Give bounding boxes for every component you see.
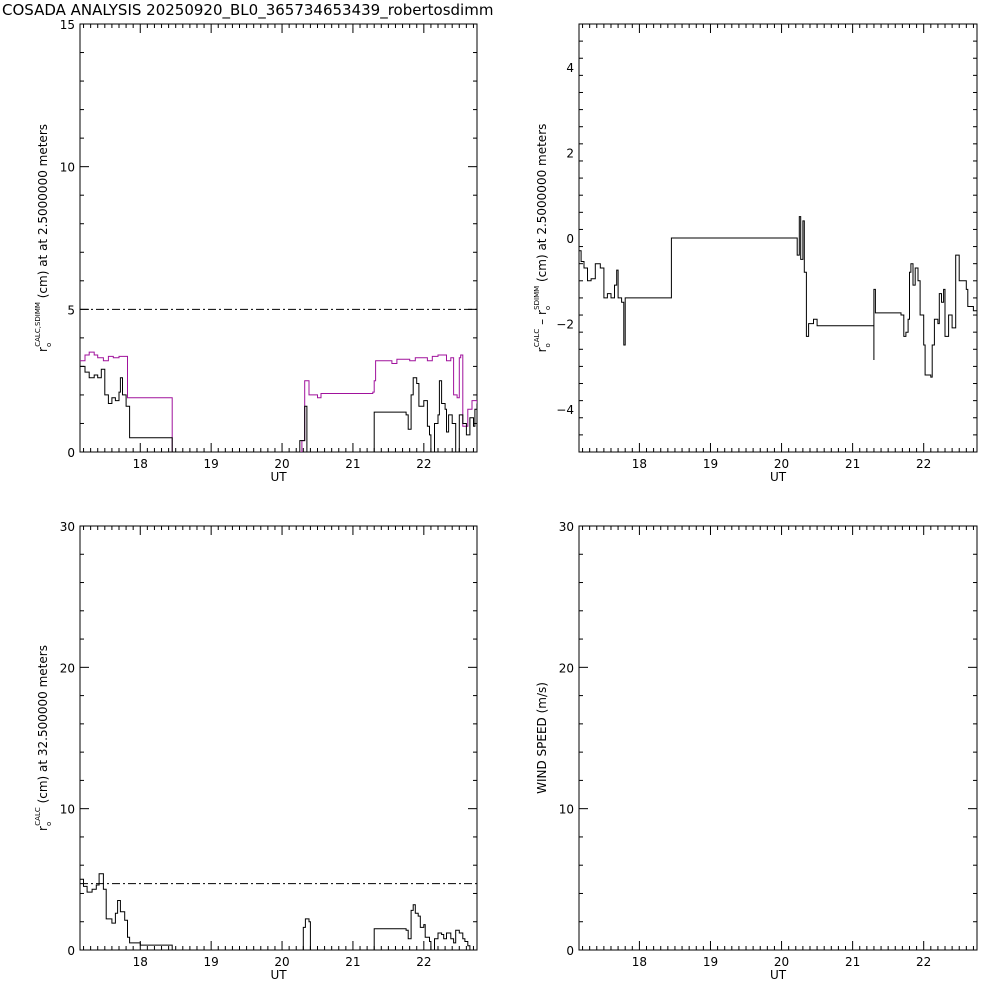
x-minor-ticks — [582, 526, 974, 950]
y-tick-label: 4 — [566, 61, 574, 75]
x-tick-label: 18 — [133, 955, 148, 969]
y-axis-label-part: (cm) at at 2.5000000 meters — [36, 124, 50, 302]
y-tick-label: 0 — [566, 232, 574, 246]
y-tick-label: 30 — [60, 520, 75, 534]
y-axis-label-part: WIND SPEED (m/s) — [535, 682, 549, 794]
y-axis-label-part: o — [544, 343, 552, 347]
y-axis-label-part: SDIMM — [533, 286, 541, 310]
series-line-1 — [80, 351, 477, 452]
y-minor-ticks — [80, 525, 477, 951]
page-title: COSADA ANALYSIS 20250920_BL0_36573465343… — [2, 1, 494, 19]
y-tick-label: 10 — [60, 161, 75, 175]
x-tick-label: 18 — [632, 955, 647, 969]
y-tick-label: 30 — [559, 520, 574, 534]
x-tick-label: 20 — [774, 955, 789, 969]
chart-bottom-left: 18 19 20 21 22 0 10 20 30 UT roCALC (cm) at 32.500… — [34, 520, 478, 982]
y-axis-label-part: o — [544, 306, 552, 310]
y-axis-label-part: r — [535, 347, 549, 352]
y-minor-ticks — [579, 525, 977, 951]
y-tick-label: 15 — [60, 18, 75, 32]
series-line-1 — [579, 216, 977, 378]
x-tick-label: 20 — [274, 955, 289, 969]
y-tick-label: 20 — [559, 661, 574, 675]
y-tick-label: 0 — [566, 944, 574, 958]
y-axis-label-part: o — [45, 343, 53, 347]
y-axis-label-part: (cm) at 2.5000000 meters — [535, 124, 549, 286]
y-axis-label-part: r — [36, 347, 50, 352]
y-tick-label: 2 — [566, 146, 574, 160]
y-axis-label-part: CALC — [533, 329, 541, 348]
y-tick-label: 20 — [60, 661, 75, 675]
y-axis-label: roCALC (cm) at 32.500000 meters — [34, 645, 53, 831]
x-tick-label: 21 — [845, 955, 860, 969]
x-tick-label: 19 — [703, 457, 718, 471]
y-tick-label: 0 — [67, 944, 75, 958]
x-tick-label: 22 — [916, 955, 931, 969]
x-axis-label: UT — [270, 470, 287, 484]
y-tick-label: 5 — [67, 303, 75, 317]
x-tick-label: 19 — [703, 955, 718, 969]
y-minor-ticks — [80, 23, 477, 453]
plot-frame — [79, 23, 478, 453]
x-minor-ticks — [83, 24, 474, 452]
y-tick-label: 10 — [60, 803, 75, 817]
y-axis-label-part: CALC — [34, 807, 42, 826]
plot-frame — [578, 23, 978, 453]
x-tick-label: 22 — [416, 457, 431, 471]
y-tick-label: −4 — [556, 403, 574, 417]
plot-frame — [79, 525, 478, 951]
y-minor-ticks — [579, 23, 977, 453]
x-tick-label: 22 — [416, 955, 431, 969]
plot-frame — [578, 525, 978, 951]
y-axis-label-part: CALC,SDIMM — [34, 302, 42, 347]
x-tick-label: 21 — [345, 955, 360, 969]
x-tick-label: 19 — [204, 955, 219, 969]
x-axis-label: UT — [270, 968, 287, 982]
x-tick-label: 21 — [845, 457, 860, 471]
series-line-2 — [80, 365, 477, 452]
x-tick-label: 19 — [204, 457, 219, 471]
x-tick-label: 18 — [632, 457, 647, 471]
y-axis-label-part: r — [36, 826, 50, 831]
x-axis-label: UT — [770, 470, 787, 484]
y-axis-label-part: (cm) at 32.500000 meters — [36, 645, 50, 807]
y-axis-label-part: o — [45, 822, 53, 826]
series-line-1 — [80, 873, 477, 950]
y-axis-label: roCALC,SDIMM (cm) at at 2.5000000 meters — [34, 124, 53, 352]
y-tick-label: 0 — [67, 446, 75, 460]
x-minor-ticks — [582, 24, 974, 452]
x-tick-label: 20 — [274, 457, 289, 471]
x-tick-label: 21 — [345, 457, 360, 471]
x-minor-ticks — [83, 526, 474, 950]
x-tick-label: 18 — [133, 457, 148, 471]
x-axis-label: UT — [770, 968, 787, 982]
chart-top-left: 18 19 20 21 22 0 5 10 15 UT roCALC,SDIMM (cm) at a… — [34, 18, 478, 484]
y-tick-label: −2 — [556, 318, 574, 332]
y-axis-label: roCALC – roSDIMM (cm) at 2.5000000 meter… — [533, 124, 552, 353]
y-axis-label: WIND SPEED (m/s) — [535, 682, 549, 794]
y-tick-label: 10 — [559, 803, 574, 817]
y-axis-label-part: – r — [535, 310, 549, 329]
x-tick-label: 22 — [916, 457, 931, 471]
x-tick-label: 20 — [774, 457, 789, 471]
chart-bottom-right: 18 19 20 21 22 0 10 20 30 UT WIND SPEED (m/s) — [535, 520, 978, 982]
